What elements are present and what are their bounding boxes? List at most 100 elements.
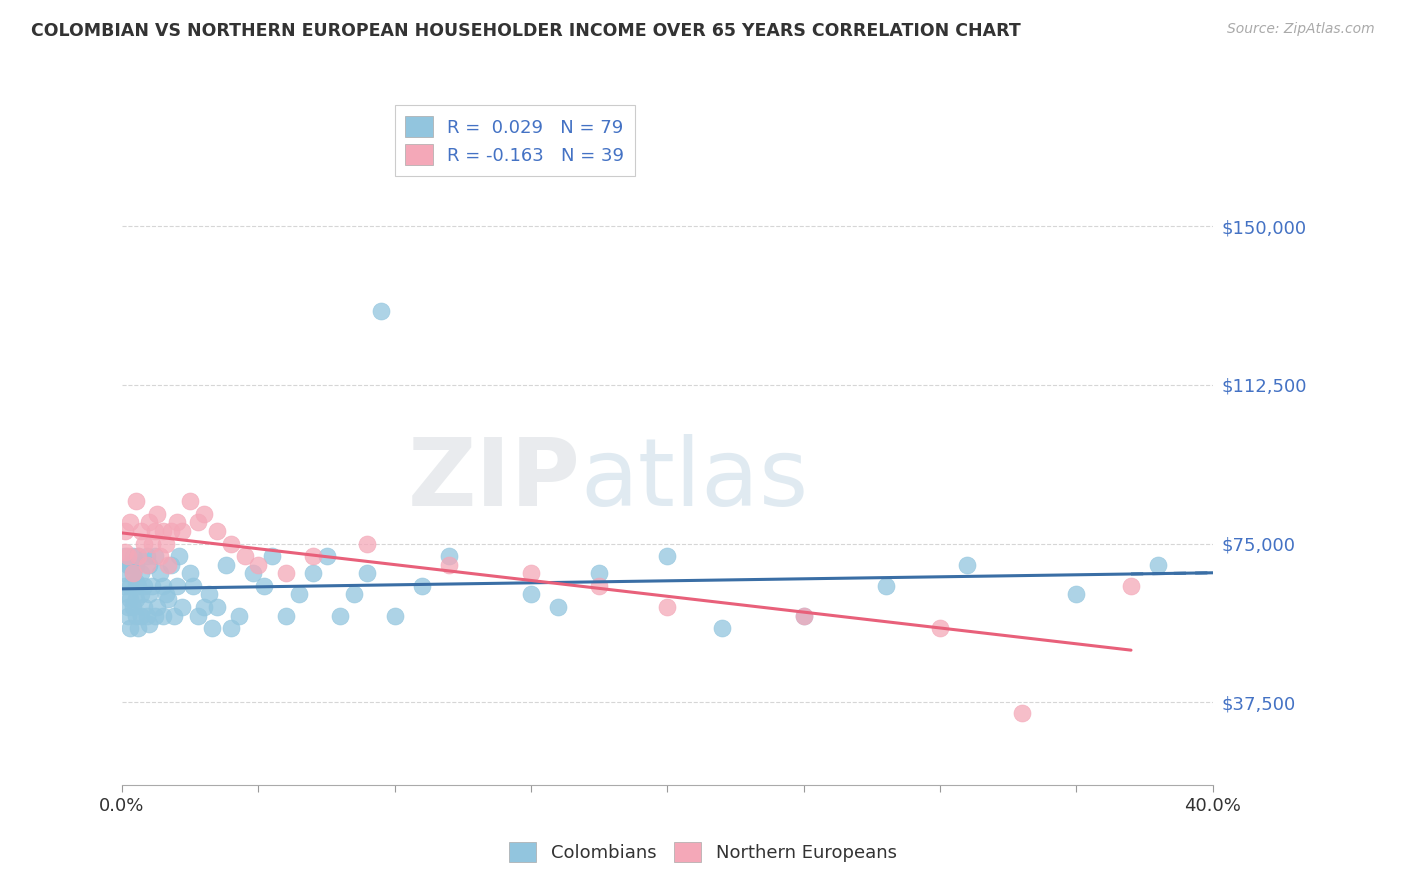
Point [138, 587, 160, 601]
Point [242, 566, 264, 581]
Point [132, 536, 155, 550]
Point [114, 579, 136, 593]
Point [114, 549, 136, 564]
Point [152, 524, 174, 538]
Point [157, 591, 180, 606]
Point [138, 617, 160, 632]
Point [520, 587, 543, 601]
Point [169, 549, 191, 564]
Point [120, 516, 142, 530]
Point [187, 516, 209, 530]
Point [875, 579, 897, 593]
Point [356, 566, 378, 581]
Point [125, 494, 148, 508]
Point [135, 558, 157, 572]
Legend: R =  0.029   N = 79, R = -0.163   N = 39: R = 0.029 N = 79, R = -0.163 N = 39 [395, 105, 636, 176]
Point [329, 608, 352, 623]
Point [170, 600, 193, 615]
Point [117, 587, 139, 601]
Point [793, 608, 815, 623]
Point [122, 566, 145, 581]
Legend: Colombians, Northern Europeans: Colombians, Northern Europeans [502, 834, 904, 870]
Point [122, 600, 145, 615]
Point [710, 621, 733, 635]
Point [439, 558, 461, 572]
Point [166, 579, 188, 593]
Point [117, 549, 139, 564]
Point [356, 536, 378, 550]
Point [956, 558, 979, 572]
Point [152, 579, 174, 593]
Point [302, 549, 325, 564]
Point [141, 579, 163, 593]
Point [125, 574, 148, 589]
Point [155, 536, 177, 550]
Point [141, 536, 163, 550]
Point [117, 608, 139, 623]
Point [588, 579, 610, 593]
Point [149, 566, 172, 581]
Point [127, 549, 149, 564]
Point [138, 516, 160, 530]
Point [247, 558, 270, 572]
Point [117, 558, 139, 572]
Point [152, 608, 174, 623]
Point [135, 549, 157, 564]
Point [384, 608, 406, 623]
Point [260, 549, 283, 564]
Point [138, 558, 160, 572]
Point [233, 549, 256, 564]
Point [181, 579, 204, 593]
Text: atlas: atlas [581, 434, 808, 526]
Point [163, 608, 186, 623]
Point [520, 566, 543, 581]
Point [274, 566, 297, 581]
Point [201, 621, 224, 635]
Point [127, 621, 149, 635]
Point [588, 566, 610, 581]
Point [127, 579, 149, 593]
Point [160, 558, 183, 572]
Point [129, 566, 152, 581]
Point [219, 536, 242, 550]
Point [1147, 558, 1170, 572]
Point [439, 549, 461, 564]
Point [143, 608, 166, 623]
Point [132, 579, 155, 593]
Point [155, 587, 177, 601]
Point [179, 566, 201, 581]
Point [215, 558, 238, 572]
Point [125, 608, 148, 623]
Point [187, 608, 209, 623]
Point [207, 524, 229, 538]
Point [114, 524, 136, 538]
Point [302, 566, 325, 581]
Point [122, 549, 145, 564]
Point [120, 591, 142, 606]
Point [129, 524, 152, 538]
Point [929, 621, 952, 635]
Point [193, 507, 215, 521]
Point [120, 558, 142, 572]
Point [343, 587, 366, 601]
Point [127, 549, 149, 564]
Point [207, 600, 229, 615]
Point [114, 566, 136, 581]
Point [125, 591, 148, 606]
Text: Source: ZipAtlas.com: Source: ZipAtlas.com [1227, 22, 1375, 37]
Point [657, 549, 679, 564]
Point [122, 566, 145, 581]
Point [1119, 579, 1142, 593]
Point [1011, 706, 1033, 720]
Point [129, 587, 152, 601]
Point [120, 579, 142, 593]
Point [1066, 587, 1088, 601]
Point [166, 516, 188, 530]
Point [228, 608, 250, 623]
Y-axis label: Householder Income Over 65 years: Householder Income Over 65 years [0, 344, 7, 615]
Point [411, 579, 433, 593]
Point [179, 494, 201, 508]
Point [135, 608, 157, 623]
Point [657, 600, 679, 615]
Point [120, 621, 142, 635]
